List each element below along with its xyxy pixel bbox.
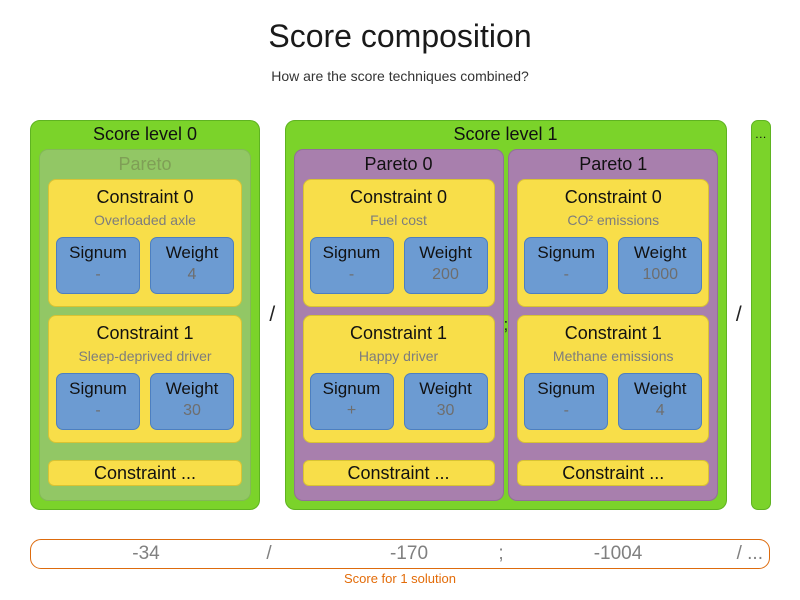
signum-box: Signum - [309,237,394,294]
weight-value: 200 [432,266,459,283]
constraint-name: Happy driver [358,348,439,364]
constraint-title: Constraint 1 [564,323,662,343]
signum-label: Signum [69,243,127,262]
constraint-name: CO² emissions [567,212,660,228]
weight-box: Weight 200 [403,237,488,294]
weight-box: Weight 30 [150,373,234,430]
pareto-1-group-box: Pareto 1 Constraint 0 CO² emissions Sign… [508,149,719,501]
signum-value: - [348,266,355,283]
constraint-title: Constraint 1 [349,323,448,343]
score-value-level-0: -34 [132,543,160,564]
signum-value: - [95,402,101,419]
score-value-ellipsis: / ... [736,543,763,564]
constraint-card: Constraint 1 Sleep-deprived driver Signu… [48,315,242,443]
score-level-0-box: Score level 0 Pareto Constraint 0 Overlo… [30,120,260,510]
weight-label: Weight [633,243,687,262]
weight-label: Weight [419,243,472,262]
group-separator-semicolon: ; [503,315,509,334]
weight-label: Weight [165,379,219,398]
level-separator-slash: / [269,303,276,326]
signum-label: Signum [537,243,596,262]
signum-value: + [346,402,357,419]
constraint-more-box: Constraint ... [517,460,710,486]
signum-box: Signum - [56,373,140,430]
signum-value: - [563,402,569,419]
constraint-card: Constraint 0 Overloaded axle Signum - We… [48,179,242,307]
score-level-ellipsis-box: ... [751,120,771,510]
constraint-name: Sleep-deprived driver [78,348,212,364]
score-bar-caption: Score for 1 solution [343,571,456,586]
weight-label: Weight [165,243,219,262]
weight-value: 4 [187,266,197,283]
weight-box: Weight 4 [150,237,234,294]
constraint-card: Constraint 1 Methane emissions Signum - … [517,315,710,443]
signum-box: Signum - [56,237,140,294]
constraint-name: Methane emissions [552,348,674,364]
weight-value: 1000 [642,266,679,283]
weight-box: Weight 4 [618,373,703,430]
constraint-more-box: Constraint ... [302,460,495,486]
constraint-name: Overloaded axle [94,212,196,228]
signum-box: Signum - [524,237,609,294]
weight-box: Weight 30 [403,373,488,430]
signum-label: Signum [322,379,381,398]
signum-box: Signum + [309,373,394,430]
signum-value: - [95,266,101,283]
score-bar: -34 / -170 ; -1004 / ... [30,539,770,569]
score-value-pareto-1: -1004 [593,543,643,564]
score-level-1-label: Score level 1 [453,124,558,144]
weight-box: Weight 1000 [618,237,703,294]
constraint-name: Fuel cost [370,212,427,228]
constraint-card: Constraint 1 Happy driver Signum + Weigh… [302,315,495,443]
constraint-title: Constraint 0 [96,187,194,207]
weight-value: 30 [436,402,455,419]
weight-value: 4 [655,402,665,419]
signum-value: - [563,266,569,283]
constraint-more-box: Constraint ... [48,460,242,486]
score-value-pareto-0: -170 [389,543,429,564]
signum-label: Signum [322,243,381,262]
signum-box: Signum - [524,373,609,430]
constraint-card: Constraint 0 Fuel cost Signum - Weight 2… [302,179,495,307]
pareto-0-group-box: Pareto 0 Constraint 0 Fuel cost Signum -… [293,149,504,501]
score-separator-slash: / [266,543,272,564]
pareto-group-label: Pareto [118,154,172,174]
level-separator-slash: / [735,303,742,326]
score-level-0-label: Score level 0 [92,124,198,144]
constraint-title: Constraint 0 [564,187,662,207]
pareto-1-group-label: Pareto 1 [579,154,648,174]
pareto-group-box: Pareto Constraint 0 Overloaded axle Sign… [39,149,251,501]
constraint-card: Constraint 0 CO² emissions Signum - Weig… [517,179,710,307]
signum-label: Signum [537,379,596,398]
weight-label: Weight [633,379,687,398]
pareto-0-group-label: Pareto 0 [364,154,433,174]
page-subtitle: How are the score techniques combined? [271,68,529,84]
diagram-row: Score level 0 Pareto Constraint 0 Overlo… [30,120,771,510]
constraint-title: Constraint 0 [349,187,448,207]
constraint-title: Constraint 1 [96,323,194,343]
signum-label: Signum [69,379,127,398]
score-separator-semicolon: ; [498,543,504,564]
weight-value: 30 [183,402,201,419]
weight-label: Weight [419,379,472,398]
page-title: Score composition [268,18,532,54]
score-level-1-box: Score level 1 Pareto 0 Constraint 0 Fuel… [284,120,727,510]
